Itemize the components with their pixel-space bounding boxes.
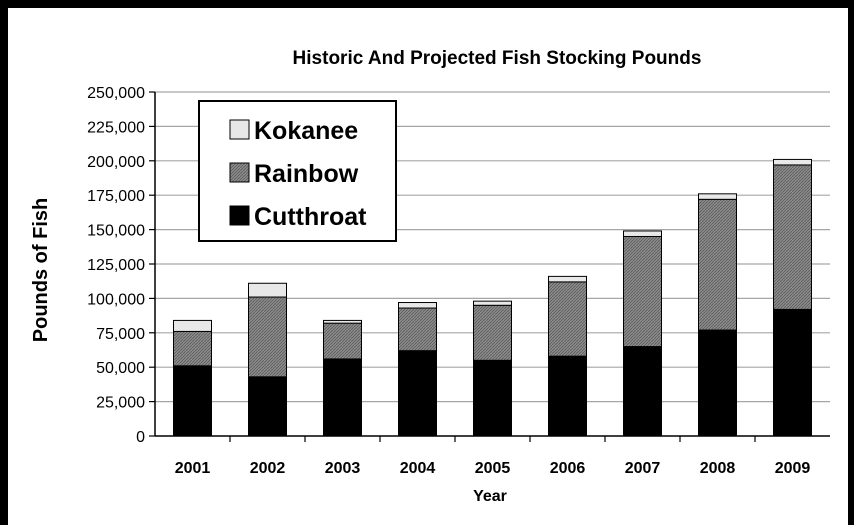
bar-segment-cutthroat	[698, 329, 737, 437]
bar-segment-rainbow	[323, 322, 362, 360]
bar-segment-rainbow	[473, 304, 512, 361]
bar-segment-cutthroat	[473, 359, 512, 437]
x-tick-label: 2005	[475, 460, 511, 477]
x-tick-label: 2007	[625, 460, 661, 477]
bar-segment-kokanee	[173, 319, 212, 332]
bar-segment-cutthroat	[398, 350, 437, 437]
x-tick-label: 2008	[700, 460, 736, 477]
bar-segment-kokanee	[473, 300, 512, 306]
legend-label-cutthroat: Cutthroat	[254, 203, 367, 231]
y-tick-label: 175,000	[87, 188, 145, 205]
bar-segment-kokanee	[323, 319, 362, 324]
legend-label-rainbow: Rainbow	[254, 160, 359, 188]
y-axis-label: Pounds of Fish	[30, 198, 52, 342]
chart-title: Historic And Projected Fish Stocking Pou…	[293, 48, 702, 69]
bar-segment-rainbow	[398, 307, 437, 352]
bar-segment-cutthroat	[623, 346, 662, 437]
legend-swatch-rainbow	[229, 162, 250, 183]
legend-label-kokanee: Kokanee	[254, 117, 358, 145]
y-tick-label: 75,000	[96, 326, 145, 343]
x-tick-label: 2002	[250, 460, 286, 477]
y-tick-label: 25,000	[96, 395, 145, 412]
bar-segment-cutthroat	[173, 365, 212, 437]
legend: Kokanee Rainbow Cutthroat	[198, 100, 397, 242]
bar-segment-kokanee	[773, 158, 812, 166]
y-tick-label: 250,000	[87, 85, 145, 102]
x-tick-label: 2006	[550, 460, 586, 477]
bar-segment-rainbow	[548, 281, 587, 357]
y-tick-label: 150,000	[87, 223, 145, 240]
x-tick-label: 2003	[325, 460, 361, 477]
y-tick-label: 100,000	[87, 291, 145, 308]
x-tick-labels: 2001 2002 2003 2004 2005 2006 2007 2008 2009	[175, 460, 811, 477]
bar-segment-rainbow	[173, 330, 212, 367]
axes	[149, 91, 830, 442]
bar-segment-kokanee	[623, 230, 662, 237]
bar-segment-cutthroat	[773, 308, 812, 437]
y-tick-label: 225,000	[87, 119, 145, 136]
x-axis-label: Year	[473, 488, 507, 505]
x-tick-label: 2009	[775, 460, 811, 477]
bar-segment-kokanee	[698, 193, 737, 200]
bar-segment-cutthroat	[323, 358, 362, 437]
bar-segment-rainbow	[698, 198, 737, 331]
bar-segment-kokanee	[398, 302, 437, 309]
y-tick-label: 200,000	[87, 154, 145, 171]
bar-segment-cutthroat	[248, 376, 287, 437]
y-tick-label: 125,000	[87, 257, 145, 274]
legend-swatch-kokanee	[229, 119, 250, 140]
y-tick-label: 50,000	[96, 360, 145, 377]
bar-segment-cutthroat	[548, 355, 587, 437]
x-tick-label: 2001	[175, 460, 211, 477]
legend-swatch-cutthroat	[229, 205, 250, 226]
x-tick-label: 2004	[400, 460, 436, 477]
bar-segment-kokanee	[548, 275, 587, 283]
bar-segment-rainbow	[248, 296, 287, 378]
bar-segment-kokanee	[248, 282, 287, 298]
y-tick-labels: 0 25,000 50,000 75,000 100,000 125,000 150,000…	[87, 85, 145, 446]
bars	[173, 158, 812, 437]
bar-segment-rainbow	[623, 235, 662, 348]
bar-segment-rainbow	[773, 164, 812, 310]
y-tick-label: 0	[136, 429, 145, 446]
